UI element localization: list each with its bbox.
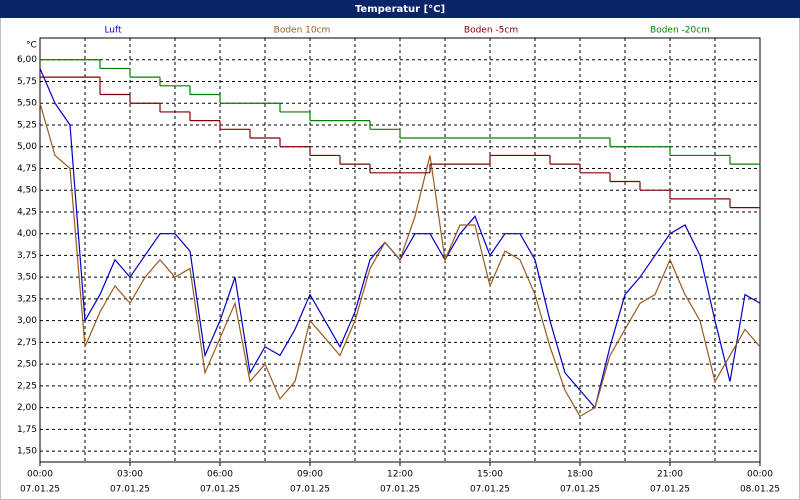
y-tick-label: 6,00 <box>17 55 37 65</box>
legend-entry: Boden -20cm <box>650 26 710 36</box>
y-tick-label: 4,50 <box>17 186 37 196</box>
x-tick-date: 07.01.25 <box>200 485 240 495</box>
x-tick-date: 07.01.25 <box>290 485 330 495</box>
title-bar <box>0 0 800 18</box>
x-tick-label: 00:00 <box>27 470 53 480</box>
x-tick-label: 09:00 <box>297 470 323 480</box>
series-line <box>39 103 761 418</box>
x-tick-label: 18:00 <box>567 470 593 480</box>
y-tick-label: 5,25 <box>17 120 37 130</box>
x-tick-label: 12:00 <box>387 470 413 480</box>
y-tick-label: 5,00 <box>17 142 37 152</box>
y-unit: °C <box>26 41 37 51</box>
x-tick-date: 07.01.25 <box>560 485 600 495</box>
legend-entry: Boden 10cm <box>274 26 331 36</box>
y-tick-label: 1,75 <box>17 425 37 435</box>
x-tick-date: 07.01.25 <box>380 485 420 495</box>
y-tick-label: 3,00 <box>17 316 37 326</box>
y-tick-label: 4,25 <box>17 207 37 217</box>
y-tick-label: 5,75 <box>17 77 37 87</box>
legend-entry: Luft <box>104 26 122 36</box>
y-tick-label: 2,75 <box>17 338 37 348</box>
x-tick-date: 07.01.25 <box>110 485 150 495</box>
y-tick-label: 1,50 <box>17 447 37 457</box>
x-tick-date: 08.01.25 <box>740 485 780 495</box>
x-tick-label: 03:00 <box>117 470 143 480</box>
legend-entry: Boden -5cm <box>464 26 518 36</box>
y-tick-label: 3,50 <box>17 273 37 283</box>
y-tick-label: 4,00 <box>17 229 37 239</box>
y-tick-label: 2,00 <box>17 403 37 413</box>
chart-title: Temperatur [°C] <box>355 4 445 15</box>
x-tick-date: 07.01.25 <box>470 485 510 495</box>
y-tick-label: 2,25 <box>17 381 37 391</box>
y-tick-label: 5,50 <box>17 99 37 109</box>
x-tick-label: 06:00 <box>207 470 233 480</box>
y-tick-label: 2,50 <box>17 360 37 370</box>
x-tick-label: 21:00 <box>657 470 683 480</box>
x-tick-label: 00:00 <box>747 470 773 480</box>
y-tick-label: 3,75 <box>17 251 37 261</box>
y-tick-label: 3,25 <box>17 294 37 304</box>
y-tick-label: 4,75 <box>17 164 37 174</box>
x-tick-date: 07.01.25 <box>650 485 690 495</box>
x-tick-label: 15:00 <box>477 470 503 480</box>
x-tick-date: 07.01.25 <box>20 485 60 495</box>
